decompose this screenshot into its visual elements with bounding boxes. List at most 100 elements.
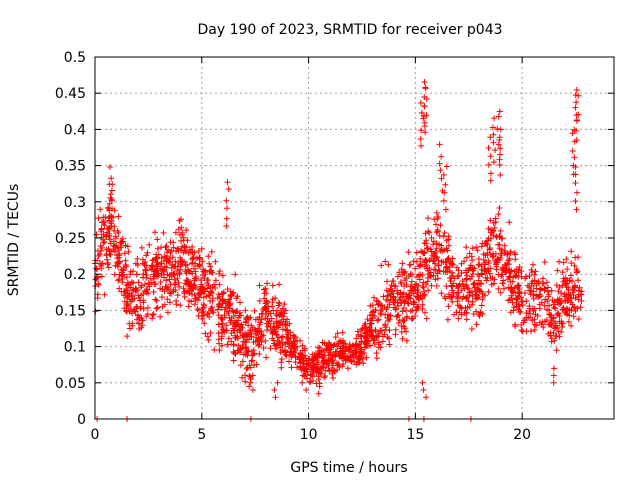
data-point: [131, 307, 138, 314]
data-point: [216, 281, 223, 288]
data-point: [569, 278, 576, 285]
data-point: [533, 322, 540, 329]
data-point: [178, 216, 185, 223]
data-point: [543, 279, 550, 286]
data-point: [417, 255, 424, 262]
data-point: [220, 289, 227, 296]
data-point: [434, 226, 441, 233]
data-point: [496, 161, 503, 168]
data-point: [516, 264, 523, 271]
data-point: [560, 304, 567, 311]
data-point: [541, 285, 548, 292]
data-point: [309, 357, 316, 364]
data-point: [444, 247, 451, 254]
data-point: [358, 326, 365, 333]
data-point: [469, 301, 476, 308]
data-point: [339, 363, 346, 370]
data-point: [207, 305, 214, 312]
data-point: [263, 299, 270, 306]
data-point: [569, 148, 576, 155]
data-point: [134, 255, 141, 262]
data-point: [399, 335, 406, 342]
data-point: [531, 326, 538, 333]
data-point: [198, 290, 205, 297]
data-point: [93, 265, 100, 272]
data-point: [547, 321, 554, 328]
data-point: [237, 362, 244, 369]
data-point: [354, 328, 361, 335]
data-point: [205, 253, 212, 260]
data-point: [511, 304, 518, 311]
data-point: [260, 345, 267, 352]
data-point: [105, 225, 112, 232]
data-point: [514, 283, 521, 290]
data-point: [230, 312, 237, 319]
data-point: [159, 303, 166, 310]
data-point: [225, 335, 232, 342]
data-point: [201, 320, 208, 327]
data-point: [356, 359, 363, 366]
data-point: [242, 378, 249, 385]
data-point: [335, 361, 342, 368]
data-point: [441, 189, 448, 196]
data-point: [166, 290, 173, 297]
data-point: [98, 265, 105, 272]
data-point: [411, 299, 418, 306]
data-point: [450, 261, 457, 268]
data-point: [474, 294, 481, 301]
data-point: [363, 354, 370, 361]
data-point: [506, 296, 513, 303]
data-point: [504, 250, 511, 257]
data-point: [412, 287, 419, 294]
data-point: [545, 291, 552, 298]
data-point: [463, 244, 470, 251]
data-point: [382, 258, 389, 265]
data-point: [158, 260, 165, 267]
data-point: [575, 111, 582, 118]
data-point: [230, 357, 237, 364]
data-point: [469, 298, 476, 305]
data-point: [195, 313, 202, 320]
data-point: [548, 287, 555, 294]
data-point: [201, 269, 208, 276]
data-point: [250, 387, 257, 394]
data-point: [309, 366, 316, 373]
data-point: [237, 299, 244, 306]
data-point: [254, 337, 261, 344]
data-point: [394, 273, 401, 280]
data-point: [255, 325, 262, 332]
data-point: [492, 147, 499, 154]
data-point: [160, 268, 167, 275]
data-point: [182, 268, 189, 275]
data-point: [143, 274, 150, 281]
data-point: [170, 244, 177, 251]
data-point: [145, 280, 152, 287]
data-points: [92, 79, 585, 422]
chart-title: Day 190 of 2023, SRMTID for receiver p04…: [197, 22, 502, 38]
data-point: [468, 288, 475, 295]
data-point: [505, 257, 512, 264]
data-point: [227, 317, 234, 324]
data-point: [255, 342, 262, 349]
data-point: [318, 348, 325, 355]
data-point: [209, 295, 216, 302]
data-point: [126, 320, 133, 327]
data-point: [116, 251, 123, 258]
data-point: [545, 330, 552, 337]
data-point: [497, 126, 504, 133]
data-point: [252, 316, 259, 323]
data-point: [174, 292, 181, 299]
data-point: [182, 262, 189, 269]
data-point: [466, 250, 473, 257]
data-point: [278, 364, 285, 371]
data-point: [240, 351, 247, 358]
data-point: [346, 341, 353, 348]
data-point: [532, 311, 539, 318]
x-tick-label: 20: [513, 427, 531, 443]
data-point: [564, 266, 571, 273]
data-point: [237, 326, 244, 333]
data-point: [114, 263, 121, 270]
data-point: [314, 361, 321, 368]
data-point: [262, 337, 269, 344]
